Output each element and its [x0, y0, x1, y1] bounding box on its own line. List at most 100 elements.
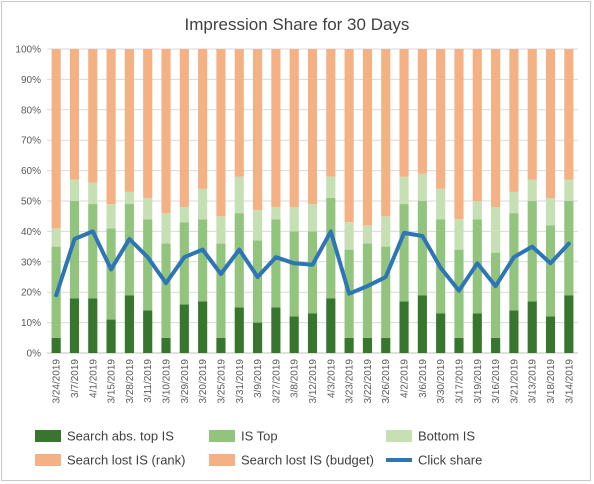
- bar-segment: [326, 49, 336, 177]
- bar-segment: [271, 207, 281, 220]
- y-tick-label: 0%: [27, 349, 42, 360]
- chart-title: Impression Share for 30 Days: [185, 15, 410, 34]
- x-tick-label: 3/18/2019: [546, 359, 557, 404]
- y-tick-label: 100%: [15, 45, 41, 56]
- bar-segment: [51, 228, 61, 247]
- bar-segment: [271, 49, 281, 208]
- x-tick-label: 3/11/2019: [143, 359, 154, 403]
- x-tick-label: 4/3/2019: [326, 359, 337, 398]
- bar-segment: [124, 191, 134, 205]
- bar-segment: [362, 243, 373, 338]
- x-tick-label: 3/17/2019: [454, 359, 465, 404]
- bar-segment: [106, 319, 116, 353]
- legend-swatch: [35, 430, 61, 442]
- bar-segment: [545, 197, 556, 226]
- bars: [51, 49, 574, 353]
- bar-segment: [216, 337, 226, 353]
- legend-label: Bottom IS: [418, 429, 475, 444]
- bar-segment: [381, 337, 391, 353]
- legend-swatch: [386, 430, 412, 442]
- x-tick-label: 3/21/2019: [509, 359, 520, 404]
- bar-segment: [88, 49, 98, 183]
- bar-segment: [509, 213, 519, 311]
- bar-segment: [399, 301, 409, 353]
- x-tick-label: 3/12/2019: [308, 359, 319, 404]
- bar-segment: [198, 219, 208, 302]
- bar-segment: [344, 222, 354, 250]
- bar-segment: [198, 188, 208, 220]
- bar-segment: [124, 49, 134, 192]
- bar-segment: [491, 252, 501, 338]
- legend-swatch: [35, 454, 61, 466]
- bar-segment: [161, 213, 171, 244]
- y-tick-label: 80%: [21, 105, 41, 116]
- bar-segment: [344, 337, 354, 353]
- bar-segment: [124, 295, 134, 353]
- bar-segment: [289, 49, 299, 208]
- bar-segment: [88, 204, 98, 299]
- y-tick-label: 50%: [21, 197, 41, 208]
- y-tick-label: 90%: [21, 75, 41, 86]
- x-tick-label: 3/26/2019: [381, 359, 392, 404]
- bar-segment: [179, 222, 189, 305]
- bar-segment: [545, 316, 556, 353]
- bar-segment: [472, 313, 482, 353]
- legend-label: Search lost IS (budget): [241, 453, 374, 468]
- x-tick-label: 3/22/2019: [363, 359, 374, 404]
- y-tick-label: 70%: [21, 136, 41, 147]
- bar-segment: [381, 216, 391, 247]
- bar-segment: [362, 225, 373, 244]
- bar-segment: [216, 216, 226, 244]
- bar-segment: [307, 231, 318, 314]
- bar-segment: [252, 210, 263, 241]
- bar-segment: [527, 49, 537, 180]
- legend: Search abs. top IS IS Top Bottom IS Search …: [35, 429, 482, 468]
- bar-segment: [69, 298, 80, 353]
- x-tick-label: 3/10/2019: [162, 359, 173, 404]
- bar-segment: [234, 213, 244, 308]
- bar-segment: [161, 49, 171, 214]
- bar-segment: [88, 298, 98, 353]
- bar-segment: [417, 173, 427, 201]
- y-tick-label: 20%: [21, 288, 41, 299]
- bar-segment: [106, 204, 116, 229]
- bar-segment: [362, 49, 373, 226]
- bar-segment: [307, 204, 318, 232]
- x-tick-label: 3/20/2019: [198, 359, 209, 404]
- bar-segment: [69, 49, 80, 180]
- legend-swatch: [209, 454, 235, 466]
- x-tick-label: 3/27/2019: [271, 359, 282, 404]
- bar-segment: [143, 310, 153, 353]
- x-tick-label: 3/25/2019: [216, 359, 227, 404]
- bar-segment: [252, 240, 263, 323]
- legend-swatch: [209, 430, 235, 442]
- legend-label: IS Top: [241, 429, 278, 444]
- bar-segment: [289, 207, 299, 232]
- bar-segment: [436, 313, 446, 353]
- legend-label: Search lost IS (rank): [67, 453, 186, 468]
- bar-segment: [564, 201, 574, 296]
- bar-segment: [399, 49, 409, 177]
- bar-segment: [564, 49, 574, 180]
- bar-segment: [362, 337, 373, 353]
- bar-segment: [143, 197, 153, 220]
- bar-segment: [289, 231, 299, 317]
- bar-segment: [252, 49, 263, 211]
- bar-segment: [472, 201, 482, 220]
- bar-segment: [436, 49, 446, 189]
- bar-segment: [326, 197, 336, 299]
- bar-segment: [545, 225, 556, 317]
- bar-segment: [436, 188, 446, 220]
- bar-segment: [381, 49, 391, 217]
- x-tick-label: 3/7/2019: [70, 359, 81, 398]
- bar-segment: [216, 243, 226, 338]
- bar-segment: [454, 249, 464, 338]
- bar-segment: [51, 337, 61, 353]
- x-tick-label: 3/30/2019: [436, 359, 447, 404]
- bar-segment: [417, 295, 427, 353]
- bar-segment: [381, 246, 391, 338]
- x-tick-label: 3/8/2019: [290, 359, 301, 398]
- y-tick-label: 60%: [21, 166, 41, 177]
- bar-segment: [564, 179, 574, 201]
- bar-segment: [234, 49, 244, 177]
